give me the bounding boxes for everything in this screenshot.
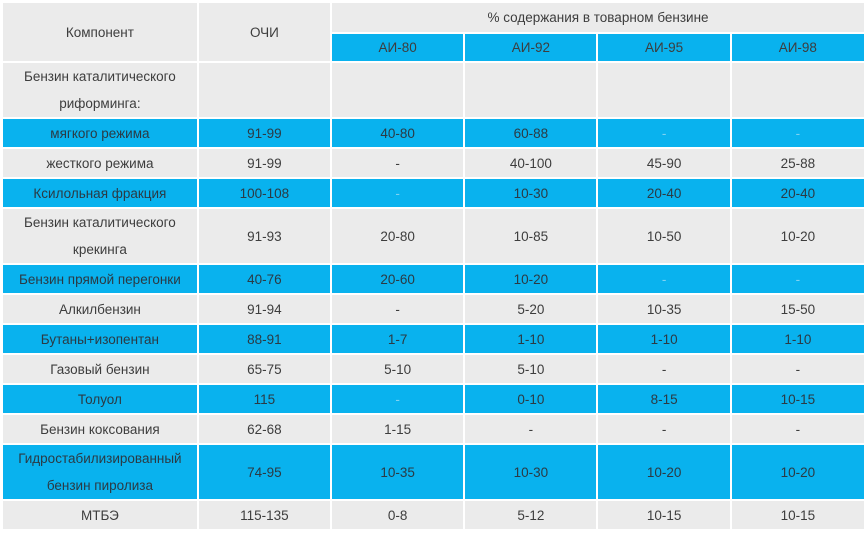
header-grade-ai98: АИ-98 (731, 33, 864, 61)
octane-cell: 115-135 (198, 501, 331, 529)
table-row: Ксилольная фракция 100-108-10-30 20-40 20-4… (3, 179, 864, 207)
octane-cell (198, 63, 331, 117)
ai92-cell (465, 63, 597, 117)
header-component: Компонент (3, 3, 197, 61)
component-cell: Гидростабилизированный бензин пиролиза (3, 445, 197, 499)
ai92-cell: 0-10 (465, 385, 597, 413)
ai92-cell: 60-88 (465, 119, 597, 147)
ai95-cell: - (598, 265, 730, 293)
component-cell: Толуол (3, 385, 197, 413)
ai98-cell: 1-10 (731, 325, 864, 353)
table-row: Бензин прямой перегонки 40-76 20-60 10-20- - (3, 265, 864, 293)
ai95-cell: 8-15 (598, 385, 730, 413)
ai80-cell: 1-7 (332, 325, 464, 353)
ai80-cell: 0-8 (332, 501, 464, 529)
component-cell: Бутаны+изопентан (3, 325, 197, 353)
component-cell: жесткого режима (3, 149, 197, 177)
ai95-cell: 10-15 (598, 501, 730, 529)
ai80-cell: - (332, 295, 464, 323)
ai92-cell: 10-30 (465, 179, 597, 207)
ai95-cell: 20-40 (598, 179, 730, 207)
table-row: Гидростабилизированный бензин пиролиза 74… (3, 445, 864, 499)
octane-cell: 74-95 (198, 445, 331, 499)
component-cell: Бензин коксования (3, 415, 197, 443)
table-row: Газовый бензин 65-75 5-10 5-10- - (3, 355, 864, 383)
ai80-cell: - (332, 385, 464, 413)
ai92-cell: 10-85 (465, 209, 597, 263)
ai98-cell: 10-20 (731, 209, 864, 263)
octane-cell: 91-93 (198, 209, 331, 263)
ai98-cell: 10-20 (731, 445, 864, 499)
header-grade-ai92: АИ-92 (465, 33, 597, 61)
ai95-cell: 45-90 (598, 149, 730, 177)
ai98-cell (731, 63, 864, 117)
table-row: Бензин каталитического крекинга 91-93 20-8… (3, 209, 864, 263)
table-row: Толуол 115-0-10 8-15 10-15 (3, 385, 864, 413)
ai98-cell: - (731, 265, 864, 293)
ai92-cell: 5-12 (465, 501, 597, 529)
ai92-cell: 5-10 (465, 355, 597, 383)
ai80-cell: 1-15 (332, 415, 464, 443)
octane-cell: 62-68 (198, 415, 331, 443)
component-cell: Ксилольная фракция (3, 179, 197, 207)
table-row: Бутаны+изопентан 88-91 1-7 1-10 1-10 1-10 (3, 325, 864, 353)
ai98-cell: 10-15 (731, 385, 864, 413)
octane-cell: 88-91 (198, 325, 331, 353)
component-cell: Бензин прямой перегонки (3, 265, 197, 293)
ai80-cell: 5-10 (332, 355, 464, 383)
ai92-cell: 5-20 (465, 295, 597, 323)
octane-cell: 65-75 (198, 355, 331, 383)
ai98-cell: - (731, 119, 864, 147)
ai80-cell: - (332, 149, 464, 177)
ai95-cell: - (598, 119, 730, 147)
component-cell: Бензин каталитического крекинга (3, 209, 197, 263)
ai98-cell: - (731, 415, 864, 443)
component-cell: МТБЭ (3, 501, 197, 529)
ai95-cell: 10-20 (598, 445, 730, 499)
component-cell: Алкилбензин (3, 295, 197, 323)
table-row: Бензин коксования 62-68 1-15- - - (3, 415, 864, 443)
component-cell: мягкого режима (3, 119, 197, 147)
ai80-cell: 40-80 (332, 119, 464, 147)
table-row: жесткого режима 91-99-40-100 45-90 25-88 (3, 149, 864, 177)
ai98-cell: 10-15 (731, 501, 864, 529)
ai95-cell: - (598, 415, 730, 443)
ai95-cell: - (598, 355, 730, 383)
component-cell: Газовый бензин (3, 355, 197, 383)
ai80-cell: 20-60 (332, 265, 464, 293)
header-grade-ai95: АИ-95 (598, 33, 730, 61)
table-row: Бензин каталитического риформинга: (3, 63, 864, 117)
table-row: МТБЭ 115-135 0-8 5-12 10-15 10-15 (3, 501, 864, 529)
ai95-cell (598, 63, 730, 117)
component-cell: Бензин каталитического риформинга: (3, 63, 197, 117)
ai80-cell (332, 63, 464, 117)
octane-cell: 115 (198, 385, 331, 413)
octane-cell: 91-94 (198, 295, 331, 323)
ai80-cell: - (332, 179, 464, 207)
ai92-cell: 10-30 (465, 445, 597, 499)
table-row: Алкилбензин 91-94-5-20 10-35 15-50 (3, 295, 864, 323)
ai92-cell: 1-10 (465, 325, 597, 353)
ai98-cell: 25-88 (731, 149, 864, 177)
ai98-cell: 20-40 (731, 179, 864, 207)
ai95-cell: 10-50 (598, 209, 730, 263)
octane-cell: 91-99 (198, 119, 331, 147)
header-grade-ai80: АИ-80 (332, 33, 464, 61)
ai95-cell: 1-10 (598, 325, 730, 353)
ai80-cell: 10-35 (332, 445, 464, 499)
ai92-cell: 40-100 (465, 149, 597, 177)
ai92-cell: - (465, 415, 597, 443)
ai80-cell: 20-80 (332, 209, 464, 263)
header-content-title: % содержания в товарном бензине (332, 3, 864, 32)
ai98-cell: - (731, 355, 864, 383)
table-row: мягкого режима 91-99 40-80 60-88- - (3, 119, 864, 147)
header-octane: ОЧИ (198, 3, 331, 61)
octane-cell: 100-108 (198, 179, 331, 207)
ai98-cell: 15-50 (731, 295, 864, 323)
octane-cell: 91-99 (198, 149, 331, 177)
ai95-cell: 10-35 (598, 295, 730, 323)
ai92-cell: 10-20 (465, 265, 597, 293)
octane-cell: 40-76 (198, 265, 331, 293)
